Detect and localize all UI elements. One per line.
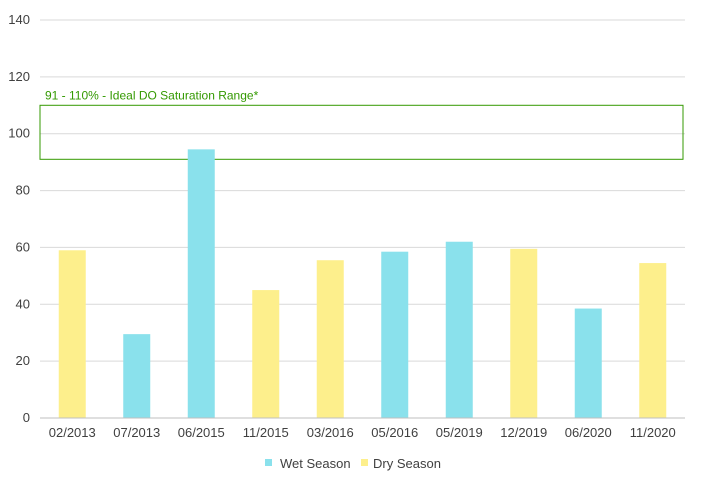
x-tick-label: 05/2019 <box>436 425 483 440</box>
bar-06-2020 <box>574 308 602 418</box>
bar-06-2015 <box>187 149 215 418</box>
bar-02-2013 <box>58 250 86 418</box>
grid-lines <box>40 19 685 362</box>
x-tick-label: 05/2016 <box>371 425 418 440</box>
y-tick-label: 40 <box>16 296 30 311</box>
x-tick-label: 07/2013 <box>113 425 160 440</box>
y-tick-label: 120 <box>8 69 30 84</box>
y-tick-label: 100 <box>8 126 30 141</box>
y-tick-label: 80 <box>16 183 30 198</box>
bars <box>58 149 667 418</box>
y-tick-label: 0 <box>23 410 30 425</box>
bar-11-2015 <box>252 290 280 418</box>
bar-05-2019 <box>445 241 473 418</box>
y-axis-ticks: 0 20 40 60 80 100 120 140 <box>8 12 30 425</box>
x-tick-label: 12/2019 <box>500 425 547 440</box>
legend-label: Wet Season <box>280 456 351 471</box>
reference-band-label: 91 - 110% - Ideal DO Saturation Range* <box>45 88 259 102</box>
legend-swatch <box>265 459 272 466</box>
reference-band-rect <box>39 104 684 160</box>
bar-03-2016 <box>316 260 344 418</box>
y-tick-label: 140 <box>8 12 30 27</box>
x-tick-label: 02/2013 <box>49 425 96 440</box>
reference-band: 91 - 110% - Ideal DO Saturation Range* <box>39 88 684 160</box>
legend-label: Dry Season <box>373 456 441 471</box>
x-tick-label: 11/2020 <box>630 425 676 440</box>
bar-05-2016 <box>381 251 409 418</box>
bar-12-2019 <box>510 248 538 418</box>
legend-swatch <box>361 459 368 466</box>
x-axis-ticks: 02/2013 07/2013 06/2015 11/2015 03/2016 05/20… <box>49 425 676 440</box>
y-tick-label: 20 <box>16 353 30 368</box>
x-tick-label: 06/2015 <box>178 425 225 440</box>
y-tick-label: 60 <box>16 239 30 254</box>
x-tick-label: 06/2020 <box>565 425 612 440</box>
x-tick-label: 03/2016 <box>307 425 354 440</box>
legend: Wet Season Dry Season <box>265 456 441 471</box>
x-tick-label: 11/2015 <box>243 425 289 440</box>
bar-07-2013 <box>123 334 151 418</box>
bar-11-2020 <box>639 263 667 418</box>
